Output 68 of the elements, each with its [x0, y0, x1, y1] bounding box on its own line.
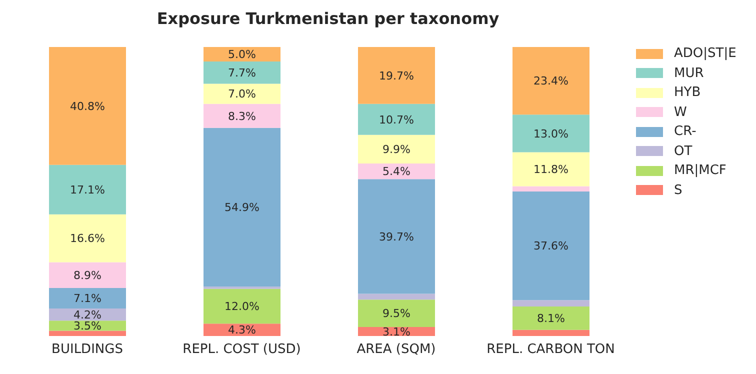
- legend-label: W: [674, 104, 687, 120]
- legend-label: HYB: [674, 85, 701, 100]
- bar: [512, 192, 590, 300]
- bar: [358, 47, 435, 104]
- data-label: 4.2%: [74, 308, 102, 322]
- x-tick-label: BUILDINGS: [52, 342, 123, 358]
- legend-label: MR|MCF: [674, 163, 726, 178]
- bar: [49, 47, 126, 165]
- legend-label: MUR: [674, 66, 704, 81]
- data-label: 16.6%: [70, 232, 105, 246]
- legend-label: OT: [674, 144, 692, 159]
- bar: [49, 330, 126, 336]
- bar: [512, 114, 590, 152]
- data-label: 9.5%: [382, 307, 410, 320]
- data-label: 5.0%: [228, 48, 256, 62]
- legend-label: CR-: [674, 124, 696, 140]
- data-label: 4.3%: [228, 324, 256, 337]
- bar: [358, 179, 435, 294]
- bar: [204, 324, 280, 336]
- data-label: 9.9%: [382, 143, 410, 156]
- x-tick-label: REPL. COST (USD): [182, 342, 301, 358]
- chart-title: Exposure Turkmenistan per taxonomy: [156, 9, 500, 28]
- data-label: 11.8%: [534, 163, 568, 176]
- bar: [49, 164, 126, 214]
- data-label: 54.9%: [224, 201, 260, 214]
- data-label: 37.6%: [534, 240, 568, 253]
- data-label: 10.7%: [379, 113, 414, 126]
- data-label: 7.0%: [228, 88, 256, 101]
- data-label: 3.5%: [74, 320, 102, 333]
- data-label: 19.7%: [379, 69, 414, 82]
- bar: [512, 330, 590, 336]
- data-label: 5.4%: [382, 165, 410, 178]
- bar: [358, 163, 435, 180]
- bar: [204, 104, 280, 128]
- data-label: 7.7%: [228, 66, 256, 80]
- bar: [49, 288, 126, 309]
- data-label: 17.1%: [70, 184, 105, 197]
- bar: [512, 300, 590, 307]
- bar: [204, 128, 280, 287]
- bar: [358, 294, 435, 300]
- bar: [512, 47, 590, 115]
- bar: [49, 214, 126, 262]
- bar: [358, 104, 435, 135]
- bar: [204, 84, 280, 104]
- bar: [358, 300, 435, 328]
- data-label: 40.8%: [70, 100, 105, 113]
- x-tick-label: AREA (SQM): [356, 342, 436, 358]
- data-label: 23.4%: [534, 74, 568, 88]
- bar: [358, 134, 435, 164]
- data-label: 8.9%: [74, 269, 102, 282]
- data-label: 8.3%: [228, 110, 256, 123]
- bar: [512, 186, 590, 192]
- bar: [204, 61, 280, 84]
- data-label: 3.1%: [382, 325, 410, 338]
- data-label: 8.1%: [537, 312, 565, 326]
- legend-label: ADO|ST|E: [674, 46, 736, 62]
- data-label: 7.1%: [74, 292, 102, 306]
- bar: [49, 262, 126, 288]
- legend-label: S: [674, 182, 682, 198]
- bar: [512, 152, 590, 186]
- data-label: 12.0%: [224, 300, 260, 314]
- data-label: 13.0%: [534, 127, 568, 140]
- bar: [204, 288, 280, 324]
- bar: [512, 306, 590, 330]
- data-label: 39.7%: [379, 230, 414, 244]
- bar: [204, 47, 280, 62]
- x-tick-label: REPL. CARBON TON: [486, 342, 615, 358]
- bar: [49, 320, 126, 331]
